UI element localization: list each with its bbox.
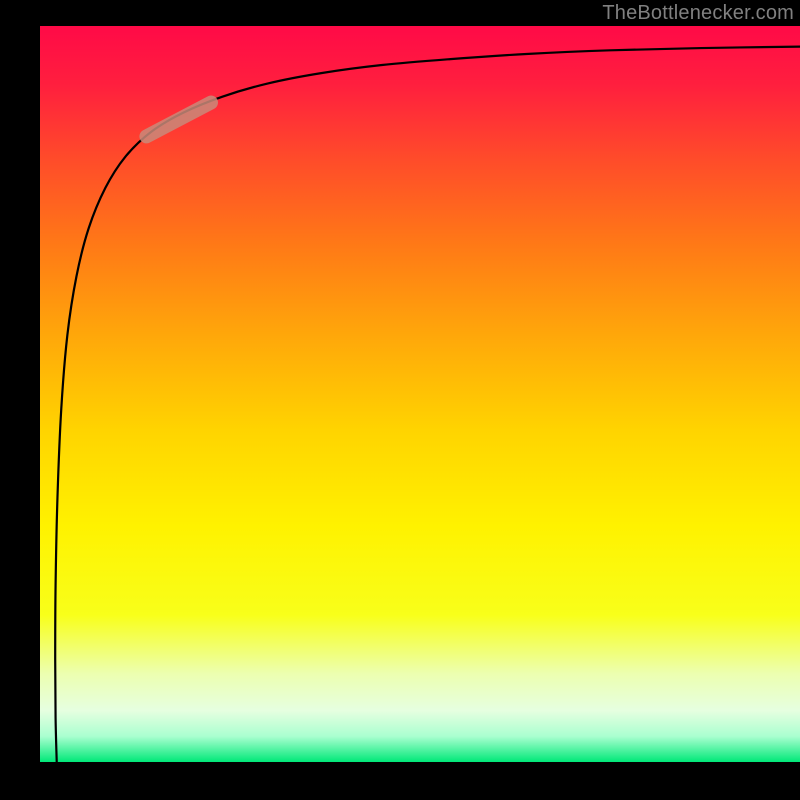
highlight-marker bbox=[146, 103, 211, 137]
plot-svg bbox=[40, 26, 800, 762]
chart-container: TheBottlenecker.com bbox=[0, 0, 800, 800]
plot-area bbox=[40, 26, 800, 762]
watermark-text: TheBottlenecker.com bbox=[602, 2, 794, 25]
bottleneck-curve bbox=[55, 47, 800, 762]
